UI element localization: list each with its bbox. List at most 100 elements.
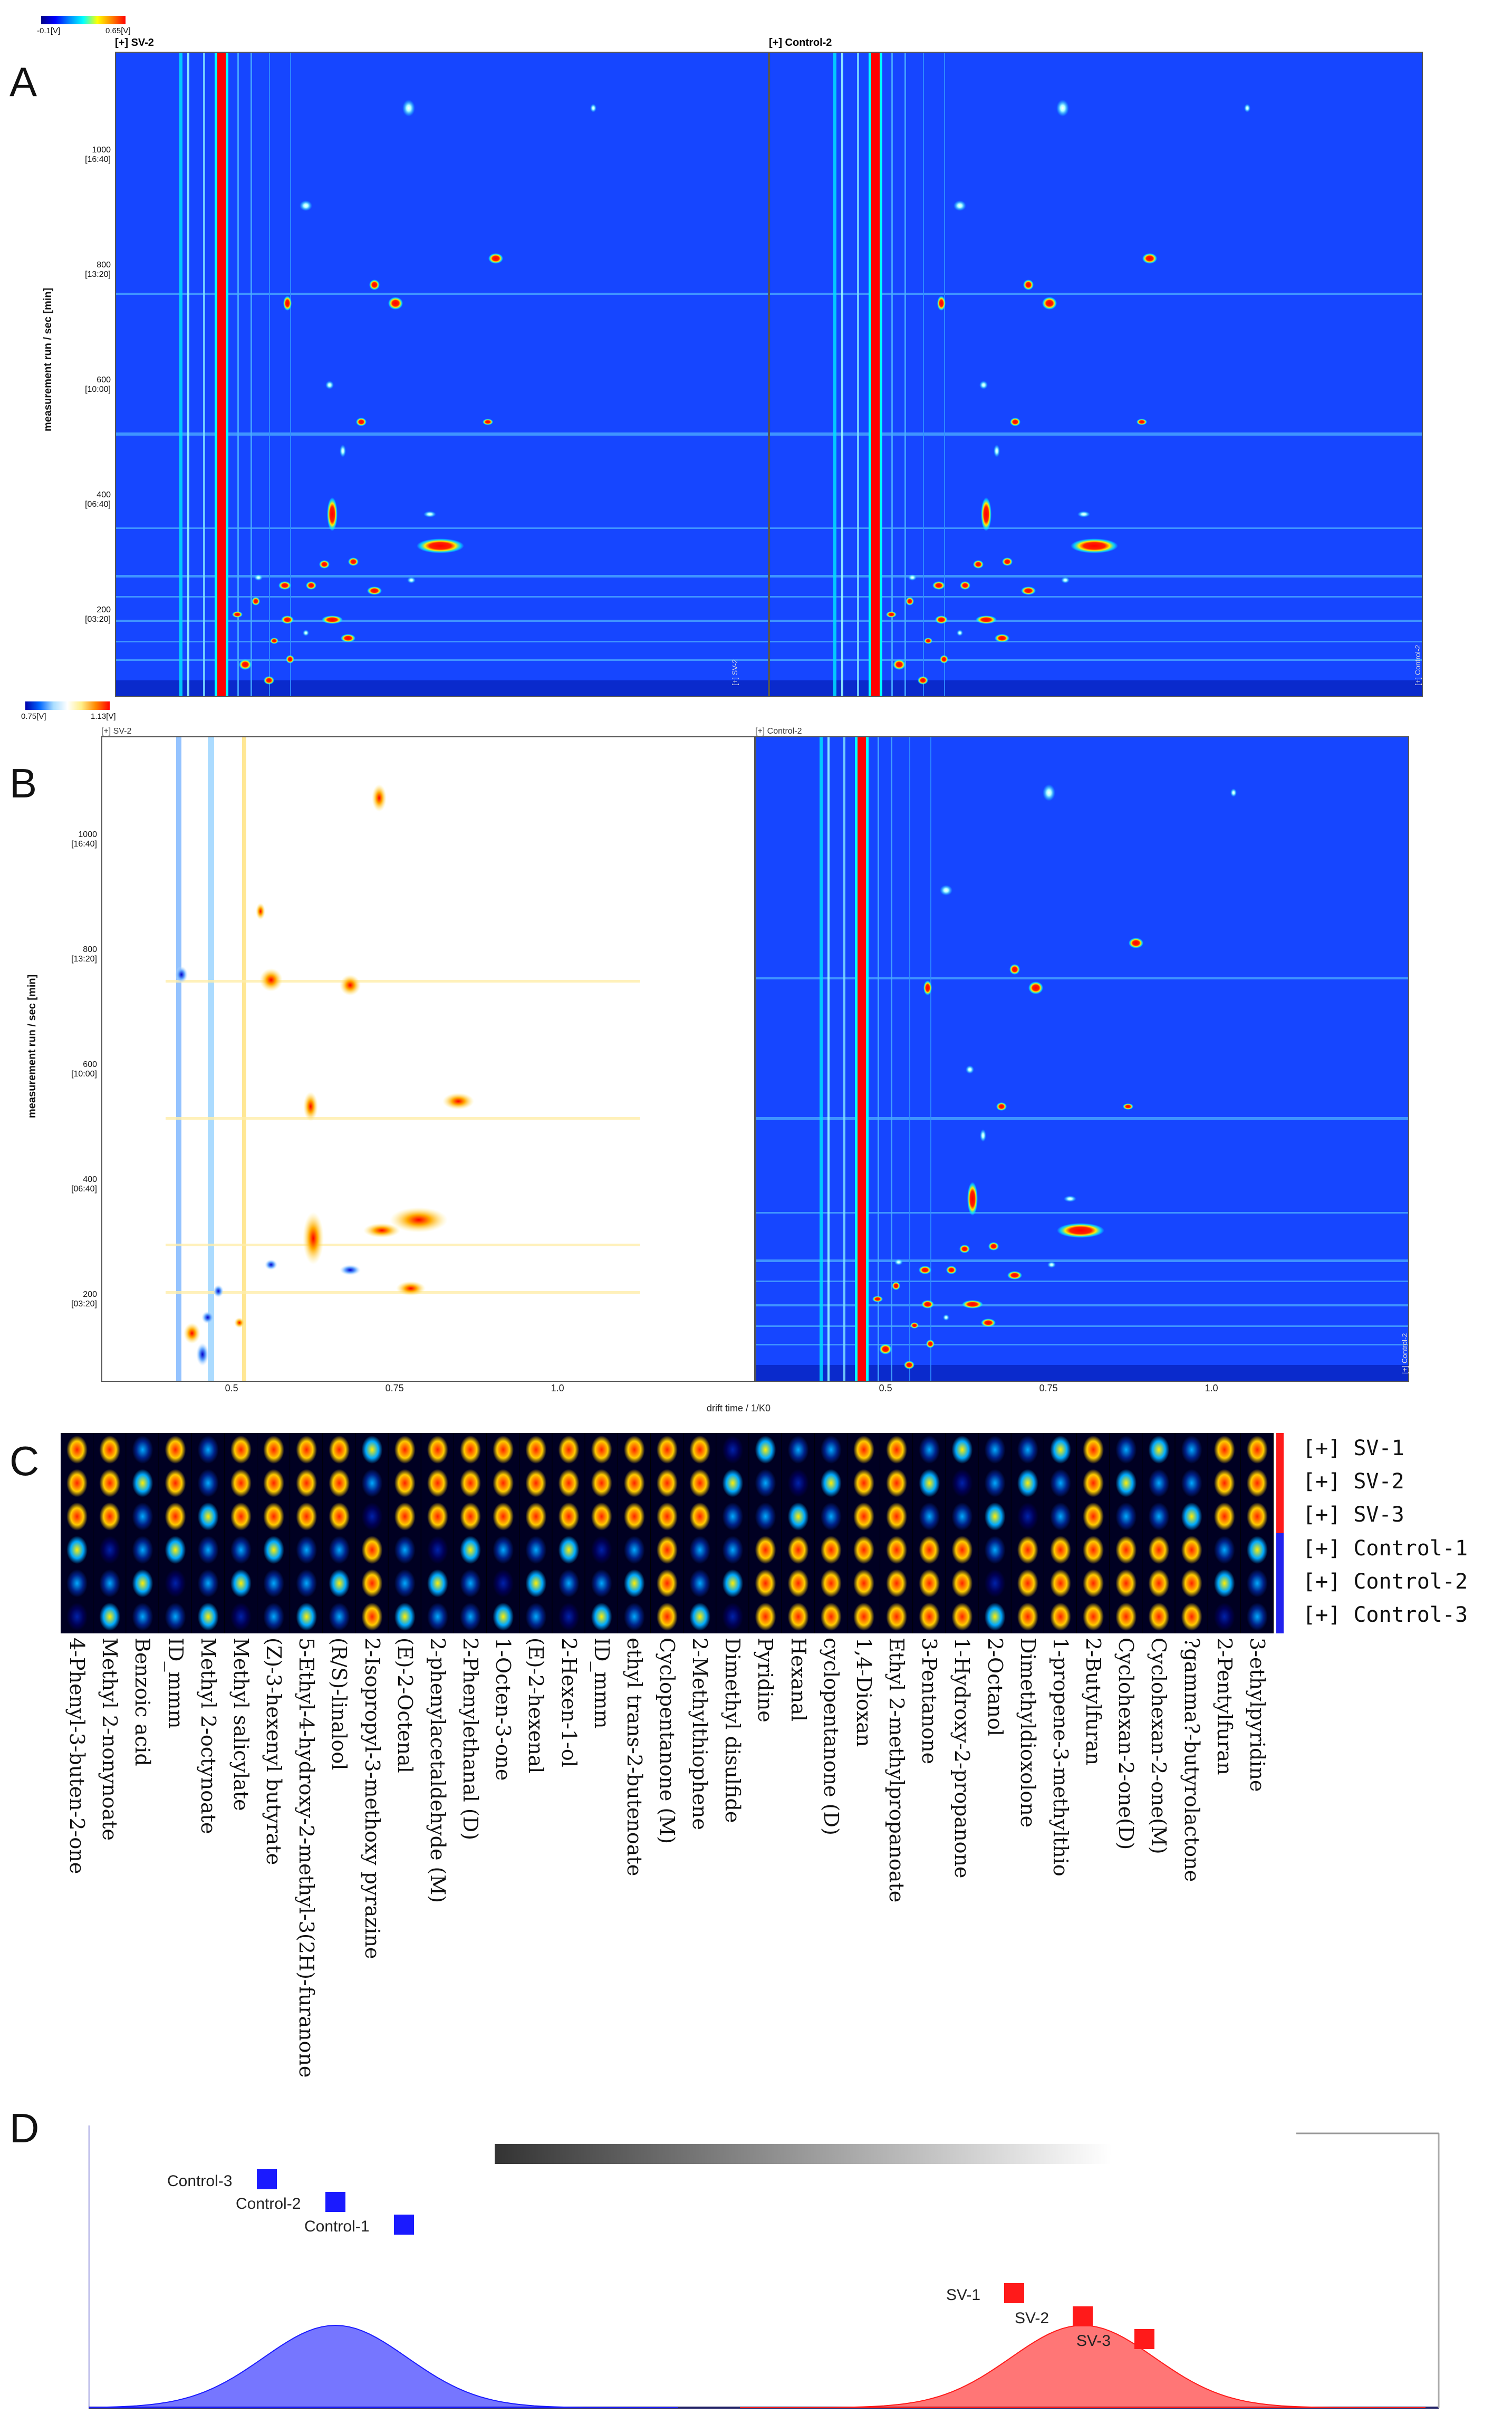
a1-vstreak-1 [187, 53, 189, 696]
gallery-cell-5-30 [1050, 1602, 1071, 1631]
a2-spot-12 [981, 497, 991, 531]
a2-spot-18 [1021, 586, 1036, 595]
gallery-cell-4-17 [623, 1569, 645, 1598]
pca-point-label-control-3: Control-3 [167, 2172, 233, 2190]
a2-hstreak-6 [770, 641, 1422, 642]
a2-spot-8 [1010, 418, 1020, 426]
a1-vstreak-3 [237, 53, 239, 696]
gallery-cell-0-4 [197, 1436, 219, 1464]
gallery-cell-5-18 [657, 1602, 678, 1631]
b1-hband-2 [166, 1244, 640, 1246]
gallery-cell-2-8 [329, 1502, 350, 1531]
gallery-cell-0-7 [296, 1436, 317, 1464]
panel-b-right-topography [756, 737, 1408, 1381]
a2-hstreak-4 [770, 596, 1422, 598]
pca-point-sv-2 [1073, 2306, 1093, 2326]
a2-spot-27 [957, 630, 963, 636]
gallery-cell-2-5 [230, 1502, 252, 1531]
a1-spot-15 [348, 557, 359, 566]
gallery-cell-3-1 [99, 1536, 121, 1564]
b1-spot-2 [259, 968, 283, 992]
gallery-col-bg-31 [1077, 1433, 1110, 1633]
b1-spot-13 [184, 1323, 200, 1344]
gallery-cell-1-30 [1050, 1469, 1071, 1497]
a2-spot-7 [979, 381, 988, 389]
b2-vstreak-1 [827, 737, 830, 1381]
gallery-cell-3-23 [820, 1536, 842, 1564]
b2-spot-28 [872, 1296, 883, 1302]
panel-b-ytick-min-1: [13:20] [71, 954, 97, 964]
gallery-compound-label-33: Cyclohexan-2-one(M) [1147, 1638, 1171, 1854]
gallery-cell-1-26 [919, 1469, 940, 1497]
gallery-cell-2-29 [1017, 1502, 1038, 1531]
gallery-cell-3-15 [558, 1536, 580, 1564]
gallery-cell-1-6 [263, 1469, 284, 1497]
a2-spot-24 [893, 659, 906, 670]
a1-bottom-band [116, 680, 768, 696]
b2-hstreak-2 [756, 1212, 1408, 1214]
b2-spot-16 [919, 1266, 931, 1274]
gallery-cell-0-24 [853, 1436, 874, 1464]
gallery-cell-1-25 [886, 1469, 908, 1497]
gallery-cell-5-2 [132, 1602, 153, 1631]
a2-vstreak-3 [891, 53, 893, 696]
gallery-compound-label-29: Dimethyldioxolone [1016, 1638, 1039, 1828]
a1-rip-line [217, 53, 226, 696]
gallery-cell-4-35 [1214, 1569, 1235, 1598]
gallery-cell-4-28 [984, 1569, 1006, 1598]
gallery-cell-2-28 [984, 1502, 1006, 1531]
gallery-cell-5-26 [919, 1602, 940, 1631]
gallery-cell-5-34 [1181, 1602, 1202, 1631]
colorbar-a-max: 0.65[V] [105, 26, 131, 35]
gallery-col-bg-27 [946, 1433, 978, 1633]
gallery-sample-label-1: [+] SV-2 [1303, 1469, 1404, 1494]
a1-spot-22 [341, 634, 355, 642]
a2-bottom-band [770, 680, 1422, 696]
gallery-cell-5-7 [296, 1602, 317, 1631]
b1-spot-4 [442, 1093, 474, 1110]
gallery-sample-label-5: [+] Control-3 [1303, 1603, 1468, 1628]
panel-a-right-corner-label: [+] Control-2 [1413, 644, 1422, 686]
gallery-cell-3-9 [361, 1536, 383, 1564]
a1-spot-17 [306, 581, 316, 590]
gallery-cell-4-29 [1017, 1569, 1038, 1598]
gallery-cell-4-32 [1115, 1569, 1137, 1598]
a1-spot-1 [590, 104, 596, 112]
gallery-cell-3-19 [689, 1536, 711, 1564]
a2-spot-21 [976, 615, 997, 624]
gallery-control-group-bar [1276, 1533, 1284, 1633]
a1-spot-2 [300, 200, 312, 211]
gallery-cell-2-0 [66, 1502, 88, 1531]
gallery-cell-1-2 [132, 1469, 153, 1497]
panel-b-ylabel: measurement run / sec [min] [26, 974, 38, 1118]
b2-spot-20 [921, 1300, 934, 1309]
gallery-compound-label-1: Methyl 2-nonynoate [98, 1638, 122, 1841]
gallery-cell-1-12 [460, 1469, 481, 1497]
gallery-col-bg-6 [257, 1433, 290, 1633]
b2-spot-26 [904, 1361, 914, 1369]
gallery-col-bg-35 [1208, 1433, 1240, 1633]
a1-vstreak-6 [290, 53, 291, 696]
gallery-cell-2-34 [1181, 1502, 1202, 1531]
gallery-compound-label-8: (R/S)-linalool [328, 1638, 351, 1771]
gallery-cell-2-26 [919, 1502, 940, 1531]
pca-point-control-2 [325, 2192, 345, 2212]
a2-hstreak-2 [770, 527, 1422, 529]
gallery-cell-1-0 [66, 1469, 88, 1497]
b2-spot-18 [1007, 1271, 1022, 1279]
b2-spot-12 [967, 1182, 978, 1216]
b2-spot-14 [959, 1245, 970, 1253]
panel-a-left-plot [115, 52, 769, 697]
gallery-cell-1-7 [296, 1469, 317, 1497]
a2-spot-13 [1071, 538, 1118, 553]
gallery-cell-2-24 [853, 1502, 874, 1531]
a2-spot-29 [908, 574, 917, 581]
gallery-compound-label-15: 2-Hexen-1-ol [557, 1638, 581, 1767]
gallery-cell-3-27 [951, 1536, 973, 1564]
b1-spot-8 [303, 1212, 324, 1265]
b1-spot-9 [396, 1281, 426, 1296]
b1-spot-14 [234, 1317, 245, 1328]
b2-spot-7 [966, 1065, 974, 1074]
gallery-cell-3-8 [329, 1536, 350, 1564]
gallery-cell-3-13 [493, 1536, 514, 1564]
